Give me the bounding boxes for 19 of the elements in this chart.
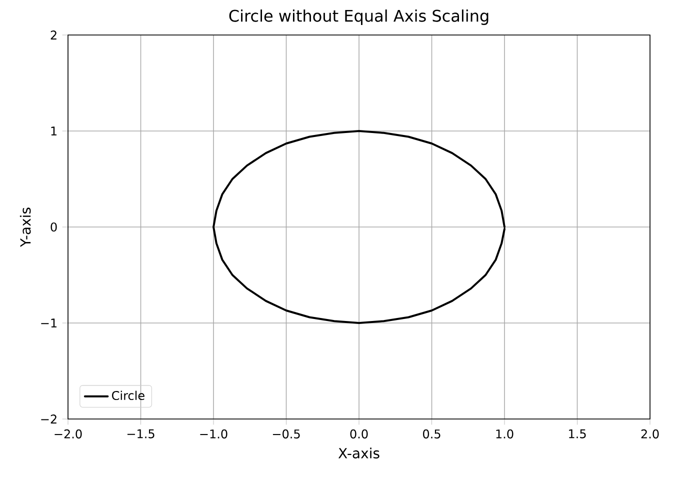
x-tick-label: 0.0: [350, 429, 368, 438]
x-tick-label: 0.5: [423, 429, 440, 438]
y-tick-label: −2: [41, 414, 56, 424]
x-tick-label: −1.0: [200, 429, 228, 438]
chart-title: Circle without Equal Axis Scaling: [229, 9, 488, 25]
x-tick-label: −1.5: [127, 429, 154, 438]
y-tick-label: 1: [51, 126, 56, 136]
x-tick-label: 2.0: [641, 429, 659, 438]
x-tick-label: −0.5: [272, 429, 300, 438]
y-tick-label: 0: [50, 222, 57, 232]
line-series: [212, 130, 506, 324]
x-tick-label: 1.0: [496, 429, 514, 438]
x-tick-label: 1.5: [569, 429, 586, 438]
y-tick-label: −1: [41, 318, 56, 328]
y-tick-label: 2: [50, 30, 56, 40]
x-axis-title: X-axis: [338, 448, 380, 458]
y-axis-title: Y-axis: [20, 208, 31, 248]
x-tick-label: −2.0: [54, 429, 82, 438]
legend-label: Circle: [112, 390, 144, 400]
